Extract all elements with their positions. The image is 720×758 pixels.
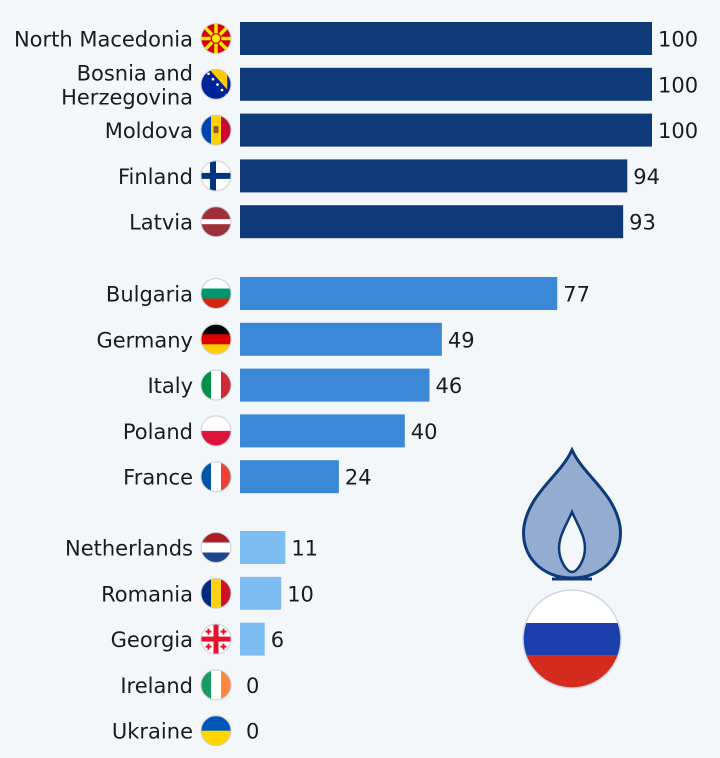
poland-flag-icon xyxy=(200,415,232,447)
georgia-flag-icon xyxy=(200,623,232,655)
bar xyxy=(240,531,286,564)
country-label: Netherlands xyxy=(65,537,193,561)
finland-flag-icon xyxy=(200,160,232,192)
value-label: 46 xyxy=(436,374,463,398)
country-label: France xyxy=(123,466,193,490)
bar xyxy=(240,414,405,448)
germany-flag-icon xyxy=(200,323,232,355)
value-label: 100 xyxy=(658,119,698,143)
country-label: North Macedonia xyxy=(14,28,193,52)
value-label: 100 xyxy=(658,73,698,97)
bulgaria-flag-icon xyxy=(200,278,232,309)
country-label: Germany xyxy=(96,328,193,352)
bar xyxy=(240,22,652,55)
country-label: Georgia xyxy=(111,628,193,652)
romania-flag-icon xyxy=(200,577,232,609)
value-label: 77 xyxy=(563,283,590,307)
bar xyxy=(240,67,652,101)
moldova-flag-icon xyxy=(200,114,232,146)
value-label: 6 xyxy=(271,628,284,652)
country-label: Ireland xyxy=(120,674,193,698)
bar xyxy=(240,368,430,402)
country-label: Bulgaria xyxy=(106,283,193,307)
ukraine-flag-icon xyxy=(200,715,232,747)
value-label: 10 xyxy=(287,582,314,606)
bar xyxy=(240,113,652,147)
gas-flame-icon xyxy=(522,446,622,581)
value-label: 49 xyxy=(448,328,475,352)
value-label: 24 xyxy=(345,466,372,490)
country-label: Finland xyxy=(118,165,193,189)
bar xyxy=(240,277,558,310)
value-label: 0 xyxy=(246,720,259,744)
bar xyxy=(240,159,628,193)
country-label: Poland xyxy=(123,420,193,444)
bar xyxy=(240,622,265,656)
country-label: Romania xyxy=(101,582,193,606)
netherlands-flag-icon xyxy=(200,532,232,563)
country-label: Moldova xyxy=(105,119,193,143)
value-label: 94 xyxy=(633,165,660,189)
bar xyxy=(240,322,442,356)
country-label: Latvia xyxy=(129,211,193,235)
north-macedonia-flag-icon xyxy=(200,23,232,54)
value-label: 100 xyxy=(658,28,698,52)
ireland-flag-icon xyxy=(200,669,232,701)
country-label: Bosnia and Herzegovina xyxy=(61,61,193,109)
bar xyxy=(240,576,282,610)
value-label: 93 xyxy=(629,211,656,235)
value-label: 40 xyxy=(411,420,438,444)
italy-flag-icon xyxy=(200,369,232,401)
bar xyxy=(240,205,624,239)
france-flag-icon xyxy=(200,461,232,493)
country-label: Italy xyxy=(147,374,193,398)
latvia-flag-icon xyxy=(200,206,232,238)
value-label: 11 xyxy=(291,537,318,561)
value-label: 0 xyxy=(246,674,259,698)
russia-flag-globe-icon xyxy=(522,589,622,689)
country-label: Ukraine xyxy=(112,720,193,744)
bosnia-flag-icon xyxy=(200,68,232,100)
bar xyxy=(240,460,339,494)
